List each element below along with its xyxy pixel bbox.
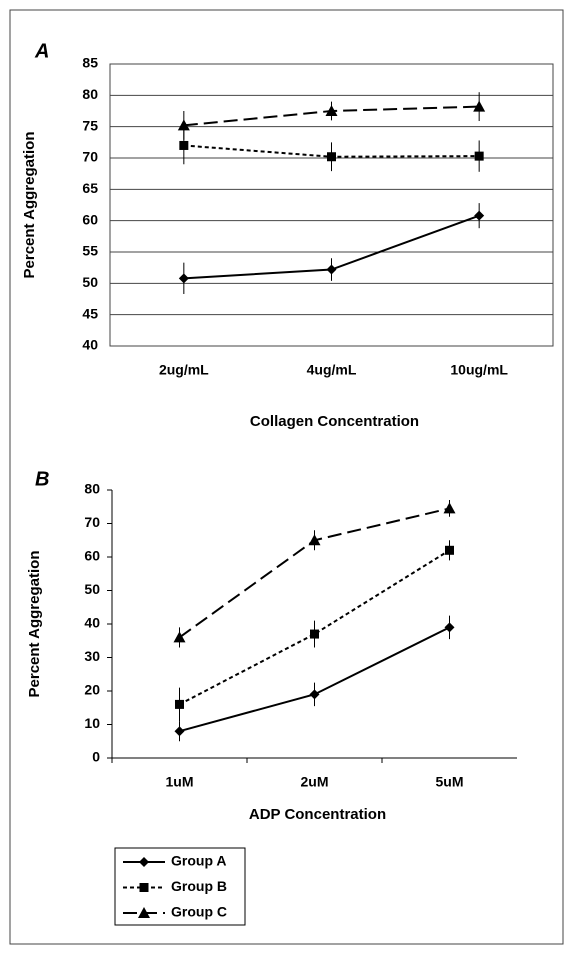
- y-tick-label: 40: [82, 337, 98, 353]
- marker-triangle: [325, 105, 338, 116]
- legend-label: Group C: [171, 904, 227, 920]
- x-tick-label: 4ug/mL: [307, 362, 357, 378]
- x-axis-title: ADP Concentration: [249, 806, 386, 823]
- series-line: [179, 549, 451, 706]
- y-tick-label: 60: [84, 548, 100, 564]
- y-axis-title: Percent Aggregation: [26, 551, 43, 698]
- y-tick-label: 40: [84, 615, 100, 631]
- y-tick-label: 85: [82, 55, 98, 71]
- marker-triangle: [443, 502, 456, 514]
- y-tick-label: 0: [92, 749, 100, 765]
- marker-square: [310, 629, 319, 639]
- y-tick-label: 75: [82, 117, 98, 133]
- marker-diamond: [444, 622, 455, 633]
- marker-square: [179, 140, 189, 150]
- y-tick-label: 80: [82, 86, 98, 102]
- marker-diamond: [326, 264, 337, 275]
- legend-marker: [138, 907, 150, 918]
- marker-triangle: [473, 100, 486, 112]
- figure-border: [9, 9, 564, 945]
- marker-diamond: [309, 689, 320, 700]
- y-tick-label: 20: [84, 682, 100, 698]
- y-tick-label: 10: [84, 715, 100, 731]
- x-tick-label: 1uM: [166, 774, 194, 790]
- marker-square: [474, 151, 484, 161]
- y-tick-label: 80: [84, 481, 100, 497]
- legend-marker: [139, 857, 149, 867]
- y-axis-title: Percent Aggregation: [21, 132, 38, 279]
- marker-triangle: [177, 119, 190, 131]
- marker-diamond: [174, 726, 185, 737]
- y-tick-label: 50: [84, 581, 100, 597]
- y-tick-label: 65: [82, 180, 98, 196]
- y-tick-label: 45: [82, 305, 98, 321]
- marker-square: [175, 699, 184, 709]
- y-tick-label: 70: [84, 514, 100, 530]
- y-tick-label: 70: [82, 149, 98, 165]
- panel-label: B: [35, 468, 49, 490]
- series-line: [178, 507, 450, 639]
- marker-square: [445, 545, 454, 555]
- marker-triangle: [308, 534, 321, 546]
- y-tick-label: 30: [84, 648, 100, 664]
- y-tick-label: 50: [82, 274, 98, 290]
- panel-label: A: [34, 40, 49, 62]
- legend-box: [114, 847, 246, 926]
- marker-square: [327, 152, 336, 162]
- x-tick-label: 5uM: [436, 774, 464, 790]
- y-tick-label: 55: [82, 243, 98, 259]
- legend-label: Group A: [171, 853, 226, 869]
- x-tick-label: 2uM: [301, 774, 329, 790]
- legend-marker: [139, 883, 149, 892]
- marker-triangle: [173, 631, 186, 643]
- marker-diamond: [178, 273, 189, 284]
- y-tick-label: 60: [82, 211, 98, 227]
- marker-diamond: [474, 210, 485, 221]
- legend-label: Group B: [171, 878, 227, 894]
- x-axis-title: Collagen Concentration: [250, 413, 419, 430]
- x-tick-label: 2ug/mL: [159, 362, 209, 378]
- x-tick-label: 10ug/mL: [450, 362, 508, 378]
- plot-frame: [109, 63, 554, 347]
